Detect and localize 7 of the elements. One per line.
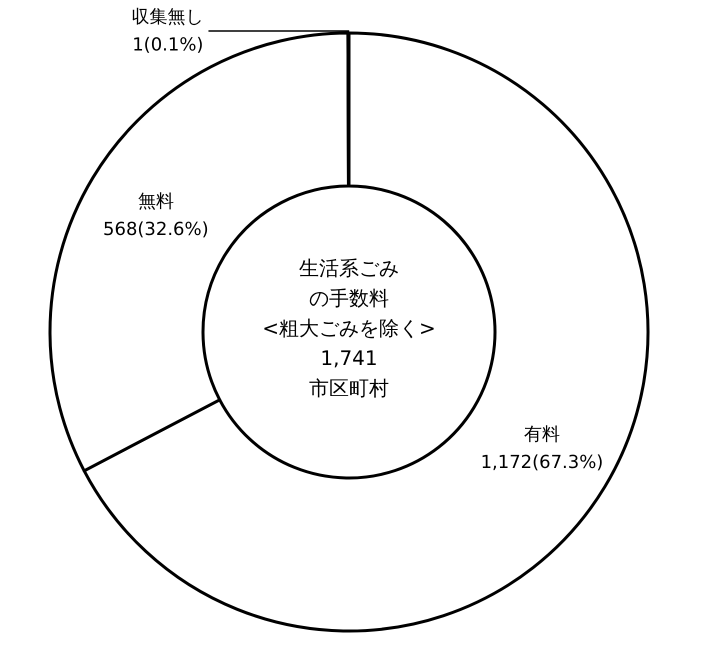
slice-label: 無料: [138, 191, 174, 212]
data-label: 1,172(67.3%): [480, 452, 604, 474]
text: 生活系ごみの手数料 <粗大ごみを除く> 1,741 市区町村: [262, 256, 436, 400]
slice-label: 有料: [524, 424, 560, 446]
slice-label: 収集無し: [131, 6, 204, 28]
data-label: 568(32.6%): [103, 219, 209, 240]
data-label: 1(0.1%): [132, 34, 204, 56]
